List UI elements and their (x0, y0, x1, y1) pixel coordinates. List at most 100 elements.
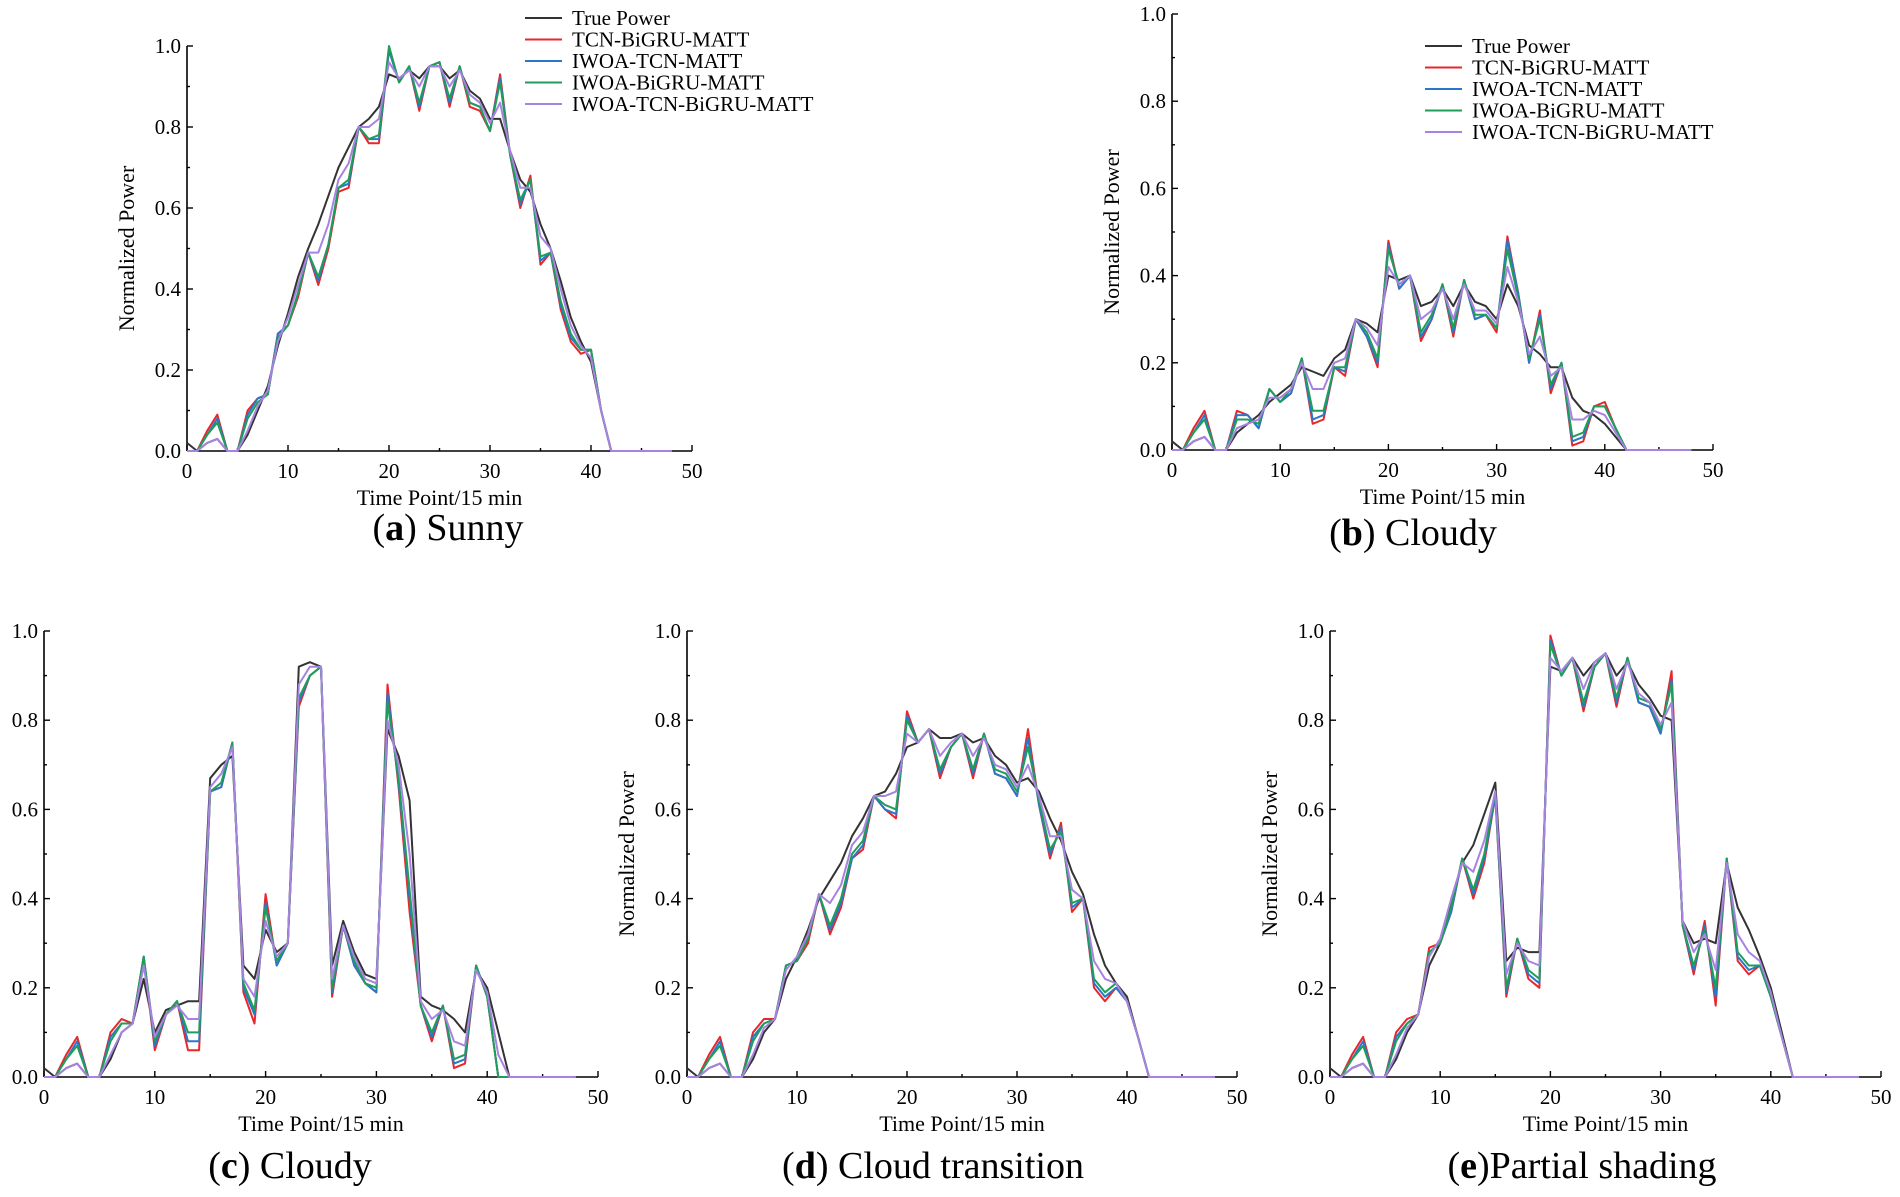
series-line-tcn-bigru-matt (44, 665, 576, 1078)
y-axis-label: Normalized Power (614, 771, 639, 937)
y-tick-label: 0.8 (655, 708, 681, 732)
x-axis-label: Time Point/15 min (238, 1111, 403, 1136)
x-tick-label: 10 (278, 459, 299, 483)
caption-a: (a) Sunny (373, 507, 524, 549)
x-tick-label: 0 (182, 459, 193, 483)
series-line-iwoa-bigru-matt (1172, 248, 1692, 451)
x-tick-label: 20 (1378, 458, 1399, 482)
y-tick-label: 1.0 (155, 34, 181, 58)
caption-paren-open: ( (1329, 512, 1342, 554)
series-line-iwoa-bigru-matt (687, 719, 1215, 1078)
caption-paren-open: ( (373, 507, 386, 549)
y-tick-label: 0.0 (1140, 438, 1166, 462)
x-tick-label: 30 (480, 459, 501, 483)
series-line-iwoa-tcn-bigru-matt (187, 61, 672, 452)
legend-label: IWOA-BiGRU-MATT (1472, 99, 1665, 123)
legend-label: IWOA-BiGRU-MATT (572, 71, 765, 95)
y-tick-label: 0.2 (12, 976, 38, 1000)
series-line-true-power (43, 661, 576, 1078)
series-line-iwoa-tcn-bigru-matt (1172, 265, 1692, 451)
chart-d: 0.0 0.2 0.4 0.6 0.8 1.0 0 10 20 30 40 50 Time Point/… (614, 619, 1248, 1187)
x-tick-label: 30 (366, 1085, 387, 1109)
x-tick-label: 40 (477, 1085, 498, 1109)
y-tick-label: 0.8 (12, 708, 38, 732)
caption-text: ) Cloud transition (816, 1145, 1084, 1187)
x-tick-label: 50 (1871, 1085, 1892, 1109)
legend: True PowerTCN-BiGRU-MATTIWOA-TCN-MATTIWO… (1425, 34, 1714, 144)
y-tick-label: 0.6 (12, 797, 38, 821)
legend-label: IWOA-TCN-BiGRU-MATT (1472, 120, 1714, 144)
x-tick-label: 10 (1430, 1085, 1451, 1109)
y-tick-label: 1.0 (1140, 2, 1166, 26)
series-line-iwoa-tcn-matt (1330, 638, 1859, 1078)
series-line-iwoa-tcn-bigru-matt (1330, 652, 1859, 1078)
x-tick-label: 0 (682, 1085, 693, 1109)
x-tick-label: 10 (144, 1085, 165, 1109)
legend-label: TCN-BiGRU-MATT (572, 28, 750, 52)
x-tick-label: 50 (1227, 1085, 1248, 1109)
legend-label: True Power (572, 6, 670, 30)
x-tick-label: 20 (1540, 1085, 1561, 1109)
series-line-tcn-bigru-matt (1330, 634, 1859, 1078)
series-line-iwoa-bigru-matt (1330, 643, 1859, 1078)
series-line-iwoa-bigru-matt (44, 665, 576, 1078)
x-axis-label: Time Point/15 min (1360, 484, 1525, 509)
x-tick-label: 50 (588, 1085, 609, 1109)
caption-text: ) Sunny (404, 507, 523, 549)
caption-b: (b) Cloudy (1329, 512, 1497, 554)
legend-label: IWOA-TCN-MATT (1472, 77, 1642, 101)
series-line-true-power (686, 728, 1215, 1078)
y-tick-label: 0.8 (1140, 89, 1166, 113)
caption-text: ) Cloudy (238, 1145, 372, 1187)
caption-d: (d) Cloud transition (782, 1145, 1084, 1187)
caption-letter: d (795, 1145, 816, 1187)
series-line-true-power (1329, 652, 1859, 1078)
y-tick-label: 0.0 (655, 1065, 681, 1089)
series-line-iwoa-tcn-bigru-matt (44, 665, 576, 1078)
caption-letter: e (1460, 1145, 1477, 1187)
x-tick-label: 40 (1117, 1085, 1138, 1109)
legend-label: TCN-BiGRU-MATT (1472, 56, 1650, 80)
x-axis-label: Time Point/15 min (879, 1111, 1044, 1136)
caption-text: )Partial shading (1477, 1145, 1717, 1187)
legend: True PowerTCN-BiGRU-MATTIWOA-TCN-MATTIWO… (525, 6, 814, 116)
x-tick-label: 20 (379, 459, 400, 483)
y-tick-label: 1.0 (12, 619, 38, 643)
caption-text: ) Cloudy (1363, 512, 1497, 554)
caption-letter: c (221, 1145, 238, 1187)
series-line-true-power (1171, 274, 1692, 451)
chart-e: 0.0 0.2 0.4 0.6 0.8 1.0 0 10 20 30 40 50 Time Point/… (1257, 619, 1892, 1187)
y-tick-label: 0.8 (1298, 708, 1324, 732)
y-axis-label: Normalized Power (114, 165, 139, 331)
caption-paren-open: ( (1447, 1145, 1460, 1187)
y-tick-label: 0.0 (1298, 1065, 1324, 1089)
y-tick-label: 0.0 (155, 439, 181, 463)
x-tick-label: 0 (1325, 1085, 1336, 1109)
x-tick-label: 30 (1650, 1085, 1671, 1109)
y-tick-label: 0.2 (655, 976, 681, 1000)
caption-paren-open: ( (782, 1145, 795, 1187)
x-tick-label: 50 (1703, 458, 1724, 482)
caption-e: (e)Partial shading (1447, 1145, 1716, 1187)
y-tick-label: 0.4 (1140, 264, 1167, 288)
y-tick-label: 0.4 (155, 277, 182, 301)
y-axis-label: Normalized Power (1099, 149, 1124, 315)
y-tick-label: 1.0 (1298, 619, 1324, 643)
series-line-iwoa-tcn-matt (44, 665, 576, 1078)
x-axis-label: Time Point/15 min (1523, 1111, 1688, 1136)
chart-c: 0.0 0.2 0.4 0.6 0.8 1.0 0 10 20 30 40 50 Time Point/… (12, 619, 609, 1187)
x-tick-label: 50 (682, 459, 703, 483)
caption-c: (c) Cloudy (208, 1145, 372, 1187)
x-tick-label: 10 (1270, 458, 1291, 482)
y-tick-label: 0.6 (155, 196, 181, 220)
x-tick-label: 20 (255, 1085, 276, 1109)
x-tick-label: 20 (897, 1085, 918, 1109)
y-tick-label: 0.6 (1298, 797, 1324, 821)
series-line-iwoa-tcn-matt (1172, 239, 1692, 451)
y-tick-label: 0.2 (155, 358, 181, 382)
y-tick-label: 1.0 (655, 619, 681, 643)
x-tick-label: 0 (39, 1085, 50, 1109)
y-tick-label: 0.4 (12, 887, 39, 911)
y-tick-label: 0.2 (1140, 351, 1166, 375)
